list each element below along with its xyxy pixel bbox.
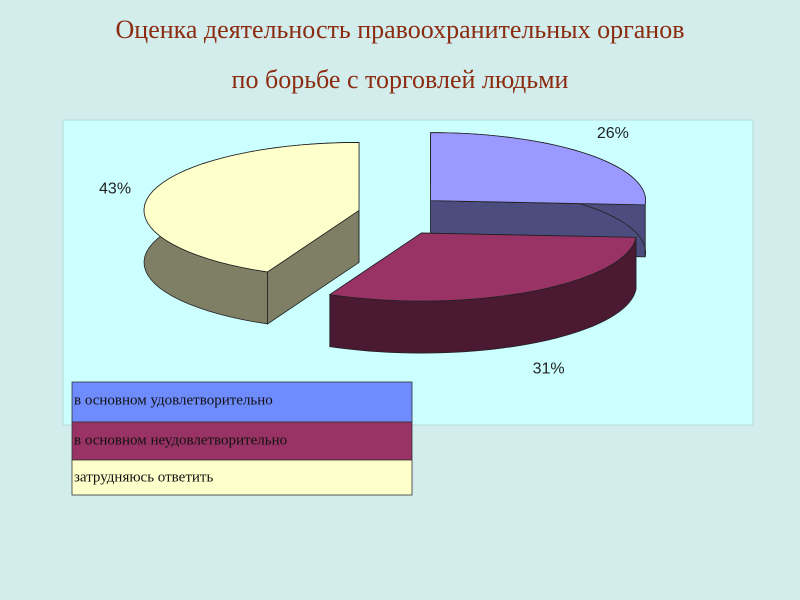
title-line: Оценка деятельность правоохранительных о… [116, 15, 685, 44]
slice [328, 232, 637, 302]
data-label: 26% [597, 125, 629, 142]
legend-label: затрудняюсь ответить [74, 469, 213, 485]
legend-swatch [71, 459, 413, 496]
title-line: по борьбе с торговлей людьми [232, 65, 569, 94]
slice [430, 132, 646, 206]
data-label: 43% [99, 180, 131, 197]
legend-swatch [71, 421, 413, 461]
data-label: 31% [533, 361, 565, 378]
legend-swatch [71, 381, 413, 423]
legend-label: в основном неудовлетворительно [74, 432, 287, 448]
legend-label: в основном удовлетворительно [74, 392, 273, 408]
slice [143, 142, 360, 273]
